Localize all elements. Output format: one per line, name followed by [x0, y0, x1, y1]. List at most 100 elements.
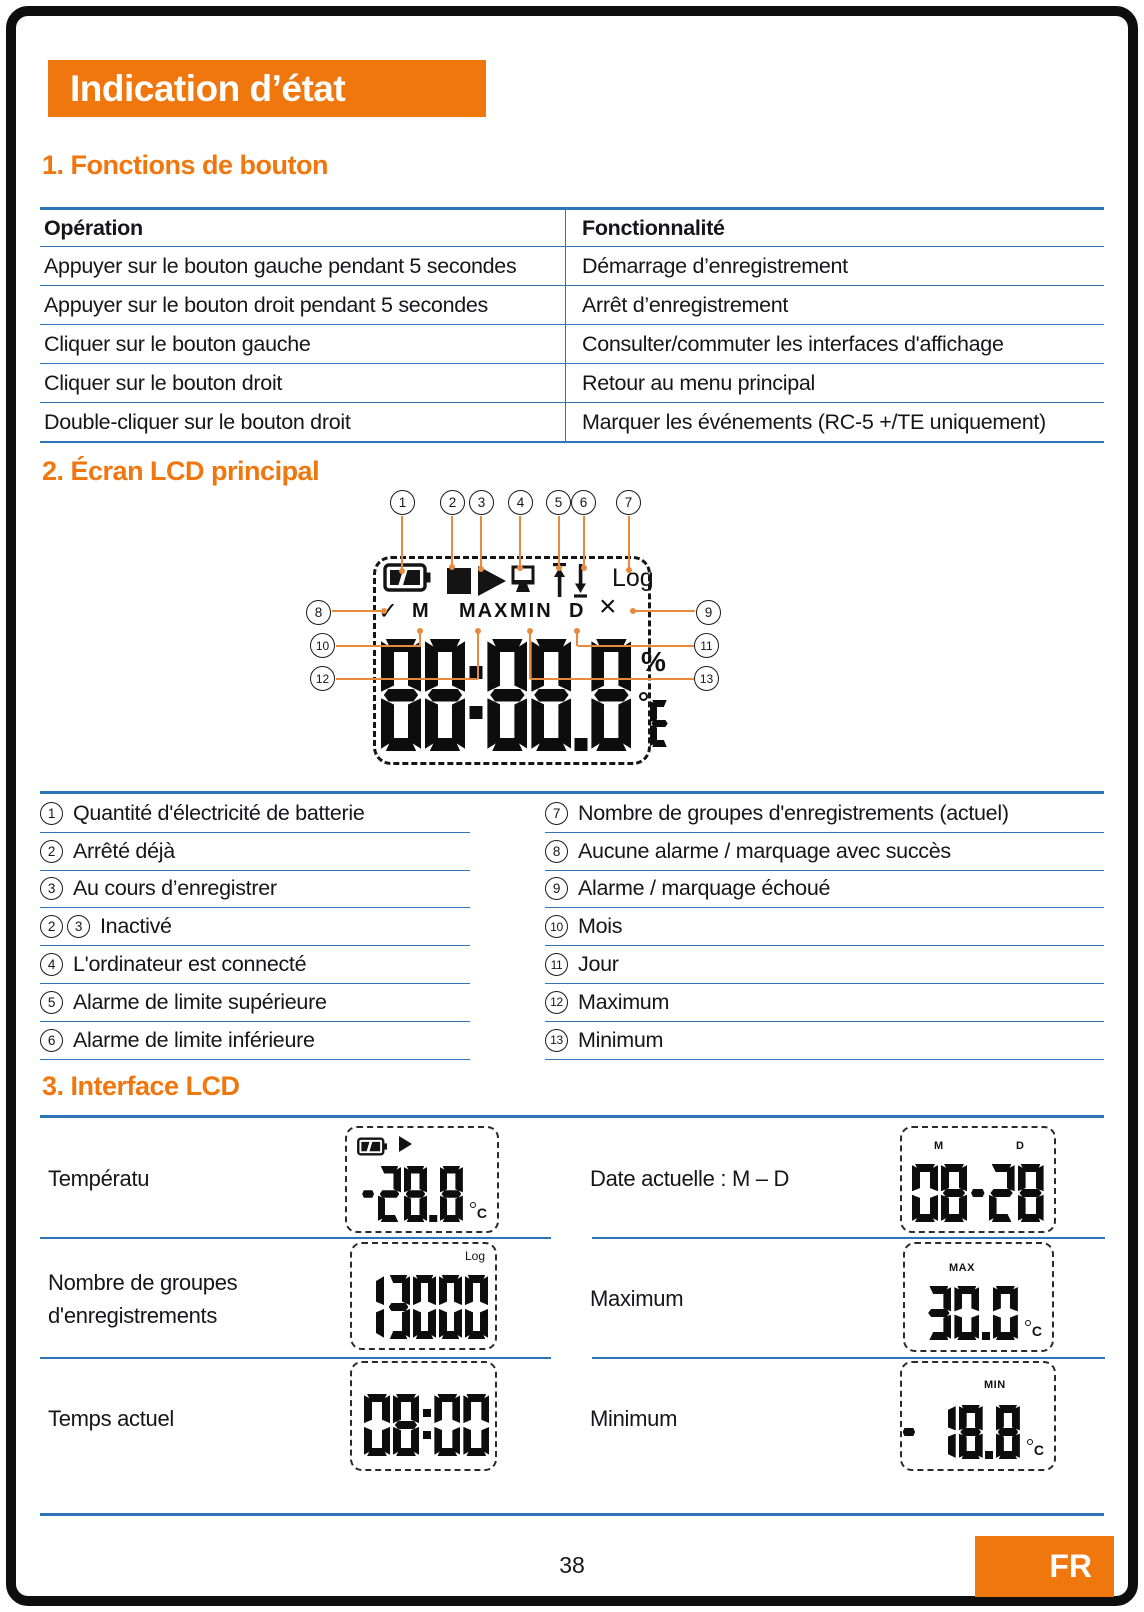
circled-number: 2: [40, 915, 63, 939]
functionality-cell: Arrêt d’enregistrement: [565, 286, 1104, 324]
max-tag: MAX: [949, 1262, 975, 1274]
operation-cell: Appuyer sur le bouton gauche pendant 5 s…: [44, 253, 517, 278]
legend-item: 11 Jour: [545, 946, 1104, 984]
digit-cell: [425, 639, 465, 751]
digit-cell: [465, 1275, 488, 1339]
digit-cell: [403, 1166, 427, 1222]
legend-item: 3 Au cours d’enregistrer: [40, 871, 470, 909]
leader-line: [583, 516, 586, 568]
section1-title: 1. Fonctions de bouton: [42, 150, 328, 180]
temperature-value: C: [361, 1166, 487, 1222]
leader-line: [530, 678, 694, 681]
callout-13: 13: [694, 666, 719, 691]
section3-title: 3. Interface LCD: [42, 1071, 240, 1101]
legend-item: 13 Minimum: [545, 1022, 1104, 1060]
button-functions-table: Opération Fonctionnalité Appuyer sur le bo…: [40, 207, 1104, 443]
digit-cell: [413, 1275, 436, 1339]
callout-9: 9: [696, 600, 721, 625]
date-label: Date actuelle : M – D: [590, 1166, 790, 1191]
legend-text: L'ordinateur est connecté: [73, 952, 307, 977]
minus-cell: [361, 1166, 375, 1222]
legend-item: 7 Nombre de groupes d'enregistrements (ac…: [545, 795, 1104, 833]
leader-line: [480, 516, 483, 569]
circled-number: 9: [545, 877, 568, 901]
legend-text: Inactivé: [100, 914, 172, 939]
digit-cell: [439, 1166, 463, 1222]
digit-cell: [954, 1286, 980, 1340]
main-lcd-outline: [373, 556, 651, 765]
leader-line: [628, 516, 631, 570]
date-lcd-panel: M D: [900, 1126, 1056, 1233]
play-icon: [399, 1136, 412, 1152]
table-row: Cliquer sur le bouton gauche Consulter/co…: [40, 325, 1104, 364]
language-badge: FR: [975, 1536, 1114, 1597]
log-label: Log: [464, 1249, 485, 1263]
legend-item: 8 Aucune alarme / marquage avec succès: [545, 833, 1104, 871]
computer-icon: [511, 565, 535, 592]
leader-line: [529, 633, 532, 679]
digit-cell: [650, 700, 669, 747]
digit-cell: [463, 1394, 490, 1456]
functionality-cell: Marquer les événements (RC-5 +/TE unique…: [565, 403, 1104, 441]
temperature-lcd-panel: C: [345, 1126, 499, 1233]
table-row: Appuyer sur le bouton gauche pendant 5 s…: [40, 247, 1104, 286]
functionality-cell: Fonctionnalité: [565, 210, 1104, 246]
unit-letter: C: [476, 1205, 487, 1221]
page-number: 38: [559, 1552, 585, 1578]
table-row: Cliquer sur le bouton droit Retour au men…: [40, 364, 1104, 403]
minimum-lcd-panel: MIN C: [900, 1361, 1056, 1471]
legend-text: Arrêté déjà: [73, 838, 175, 863]
legend-text: Au cours d’enregistrer: [73, 876, 277, 901]
minus-cell: [902, 1405, 916, 1459]
functionality-cell: Retour au menu principal: [565, 364, 1104, 402]
legend-item: 5 Alarme de limite supérieure: [40, 984, 470, 1022]
decimal-cell: [429, 1166, 438, 1222]
battery-icon: [383, 563, 431, 592]
digit-cell: [381, 639, 421, 751]
legend-text: Quantité d'électricité de batterie: [73, 800, 365, 825]
check-icon: ✓: [378, 598, 399, 625]
legend-item: 2 3 Inactivé: [40, 908, 470, 947]
circled-number: 12: [545, 990, 568, 1014]
legend-item: 9 Alarme / marquage échoué: [545, 871, 1104, 909]
leader-line: [336, 678, 478, 681]
circled-number: 3: [67, 915, 90, 939]
legend-text: Nombre de groupes d'enregistrements (act…: [578, 800, 1009, 825]
table-header-row: Opération Fonctionnalité: [40, 210, 1104, 247]
circled-number: 3: [40, 877, 63, 901]
digit-cell: [434, 1394, 461, 1456]
circled-number: 6: [40, 1028, 63, 1052]
divider: [40, 791, 1104, 794]
leader-line: [578, 645, 694, 648]
digit-cell: [361, 1275, 384, 1339]
legend-left: 1 Quantité d'électricité de batterie 2 Arrê…: [40, 795, 470, 1060]
stop-icon: [447, 568, 471, 594]
divider: [40, 1237, 551, 1239]
circled-number: 11: [545, 953, 568, 977]
digit-cell: [439, 1275, 462, 1339]
digit-cell: [364, 1394, 390, 1456]
leader-line: [477, 633, 480, 679]
functionality-cell: Démarrage d’enregistrement: [565, 247, 1104, 285]
legend-text: Mois: [578, 914, 623, 939]
circled-number: 7: [545, 801, 568, 825]
min-tag: MIN: [984, 1379, 1006, 1391]
leader-line: [332, 610, 384, 613]
digit-cell: [393, 1394, 419, 1456]
digit-cell: [1017, 1164, 1044, 1222]
divider: [40, 1513, 1104, 1516]
celsius-unit: C: [1026, 1439, 1044, 1459]
month-label: M: [934, 1140, 944, 1152]
operation-cell: Opération: [44, 215, 143, 240]
table-row: Appuyer sur le bouton droit pendant 5 se…: [40, 286, 1104, 325]
current-time-value: [364, 1394, 490, 1456]
circled-number: 5: [40, 990, 63, 1014]
minimum-label: Minimum: [590, 1406, 678, 1431]
digit-cell: [377, 1166, 401, 1222]
operation-cell: Double-cliquer sur le bouton droit: [44, 409, 351, 434]
legend-text: Aucune alarme / marquage avec succès: [578, 838, 951, 863]
leader-line: [401, 516, 404, 571]
lower-limit-alarm-icon: [574, 564, 587, 598]
degree-icon: [1024, 1320, 1031, 1326]
